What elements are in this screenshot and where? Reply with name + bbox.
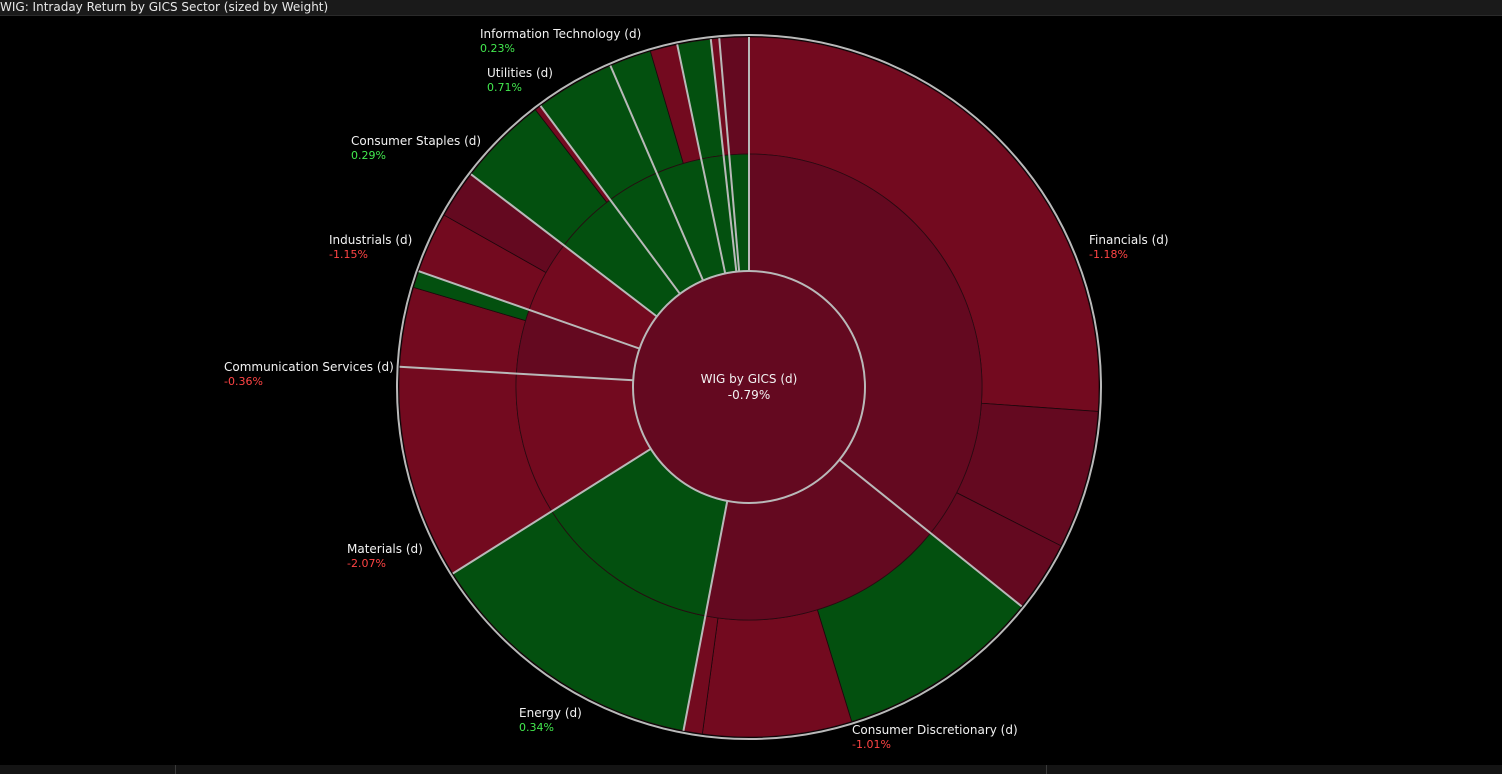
sector-value-label: 0.34% bbox=[519, 721, 554, 734]
label-energy: Energy (d)0.34% bbox=[519, 706, 582, 734]
sector-name-label: Energy (d) bbox=[519, 706, 582, 720]
label-industrials: Industrials (d)-1.15% bbox=[329, 233, 412, 261]
sector-value-label: -2.07% bbox=[347, 557, 386, 570]
sector-labels: Financials (d)-1.18% Consumer Discretiona… bbox=[224, 27, 1169, 751]
sector-separator bbox=[539, 105, 681, 295]
sector-separator bbox=[418, 270, 640, 350]
chart-title: WIG: Intraday Return by GICS Sector (siz… bbox=[0, 0, 329, 14]
label-information-technology: Information Technology (d)0.23% bbox=[480, 27, 641, 55]
center-value: -0.79% bbox=[728, 388, 770, 402]
label-consumer-staples: Consumer Staples (d)0.29% bbox=[351, 134, 481, 162]
sector-separator bbox=[709, 38, 738, 272]
outer-ring bbox=[398, 36, 1100, 738]
outer-rim bbox=[396, 34, 1102, 740]
sector-name-label: Consumer Discretionary (d) bbox=[852, 723, 1018, 737]
sector-value-label: -1.18% bbox=[1089, 248, 1128, 261]
sector-separator bbox=[718, 38, 741, 272]
strip-divider bbox=[175, 765, 176, 774]
label-communication-services: Communication Services (d)-0.36% bbox=[224, 360, 394, 388]
sector-separator bbox=[838, 458, 1023, 608]
sector-separator bbox=[399, 365, 634, 382]
title-bar: WIG: Intraday Return by GICS Sector (siz… bbox=[0, 0, 1502, 16]
sector-separator bbox=[676, 44, 727, 274]
sector-separator bbox=[682, 500, 729, 731]
label-utilities: Utilities (d)0.71% bbox=[487, 66, 553, 94]
inner-ring bbox=[515, 153, 983, 621]
strip-divider bbox=[1046, 765, 1047, 774]
sector-name-label: Utilities (d) bbox=[487, 66, 553, 80]
sector-separators bbox=[396, 34, 1102, 740]
center-label: WIG by GICS (d) bbox=[701, 372, 798, 386]
label-financials: Financials (d)-1.18% bbox=[1089, 233, 1169, 261]
sector-value-label: -1.01% bbox=[852, 738, 891, 751]
sector-name-label: Communication Services (d) bbox=[224, 360, 394, 374]
label-materials: Materials (d)-2.07% bbox=[347, 542, 423, 570]
center-disc[interactable] bbox=[632, 270, 866, 504]
sector-name-label: Industrials (d) bbox=[329, 233, 412, 247]
sector-value-label: 0.29% bbox=[351, 149, 386, 162]
center-circle[interactable]: WIG by GICS (d) -0.79% bbox=[632, 270, 866, 504]
sector-name-label: Consumer Staples (d) bbox=[351, 134, 481, 148]
bottom-status-strip bbox=[0, 765, 1502, 774]
sector-value-label: 0.71% bbox=[487, 81, 522, 94]
sector-value-label: 0.23% bbox=[480, 42, 515, 55]
sector-name-label: Materials (d) bbox=[347, 542, 423, 556]
sector-separator bbox=[452, 447, 652, 575]
sector-value-label: -1.15% bbox=[329, 248, 368, 261]
label-consumer-discretionary: Consumer Discretionary (d)-1.01% bbox=[852, 723, 1018, 751]
sector-name-label: Financials (d) bbox=[1089, 233, 1169, 247]
sector-name-label: Information Technology (d) bbox=[480, 27, 641, 41]
sector-separator bbox=[470, 173, 658, 318]
sector-value-label: -0.36% bbox=[224, 375, 263, 388]
sector-separator bbox=[609, 65, 704, 281]
